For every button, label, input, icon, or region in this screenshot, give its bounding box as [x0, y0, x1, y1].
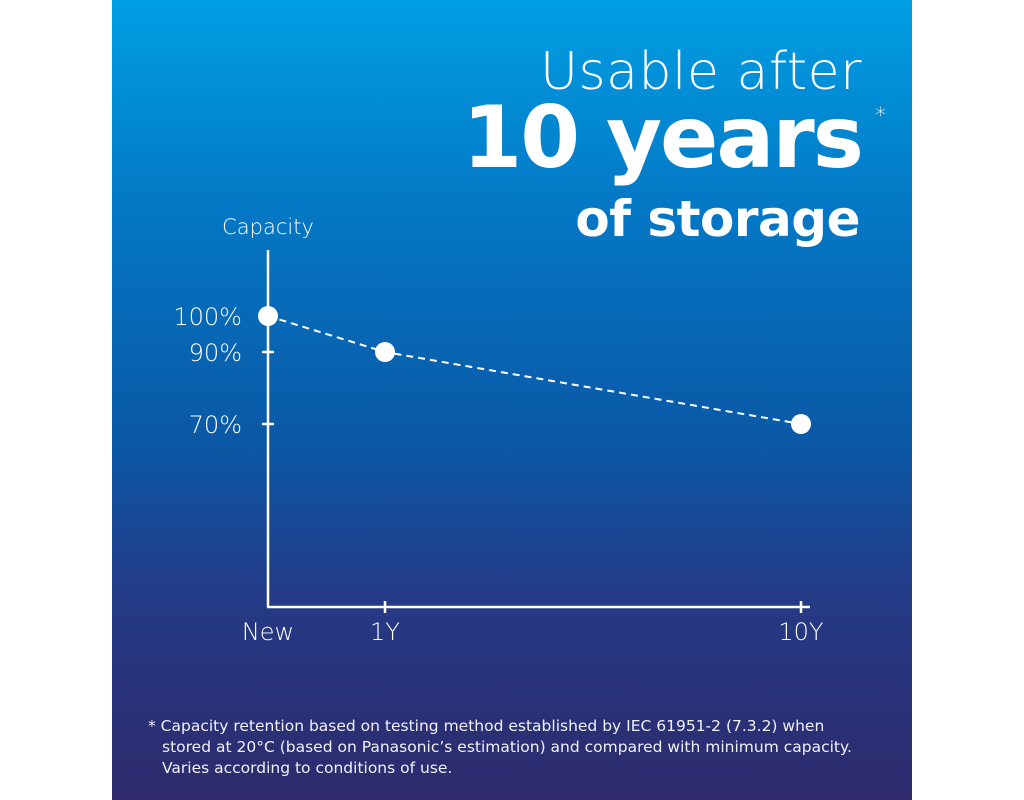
- y-tick-label: 70%: [189, 411, 242, 439]
- footnote-text: * Capacity retention based on testing me…: [148, 717, 852, 777]
- data-point-new: [258, 306, 278, 326]
- x-tick-label: 1Y: [370, 618, 400, 646]
- y-tick-label: 90%: [189, 339, 242, 367]
- y-tick-label: 100%: [173, 303, 242, 331]
- data-point-1y: [375, 342, 395, 362]
- x-tick-label: New: [242, 618, 294, 646]
- y-axis-label: Capacity: [222, 215, 314, 239]
- heading-asterisk: *: [875, 104, 886, 129]
- heading-line-1: Usable after: [539, 42, 862, 102]
- infographic-panel: Usable after 10 years * of storage * Cap…: [112, 0, 912, 800]
- x-tick-label: 10Y: [778, 618, 824, 646]
- data-point-10y: [791, 414, 811, 434]
- footnote: * Capacity retention based on testing me…: [148, 716, 868, 779]
- series-line: [267, 315, 802, 425]
- heading-line-3: of storage: [575, 190, 860, 248]
- heading-line-2: 10 years: [462, 88, 864, 188]
